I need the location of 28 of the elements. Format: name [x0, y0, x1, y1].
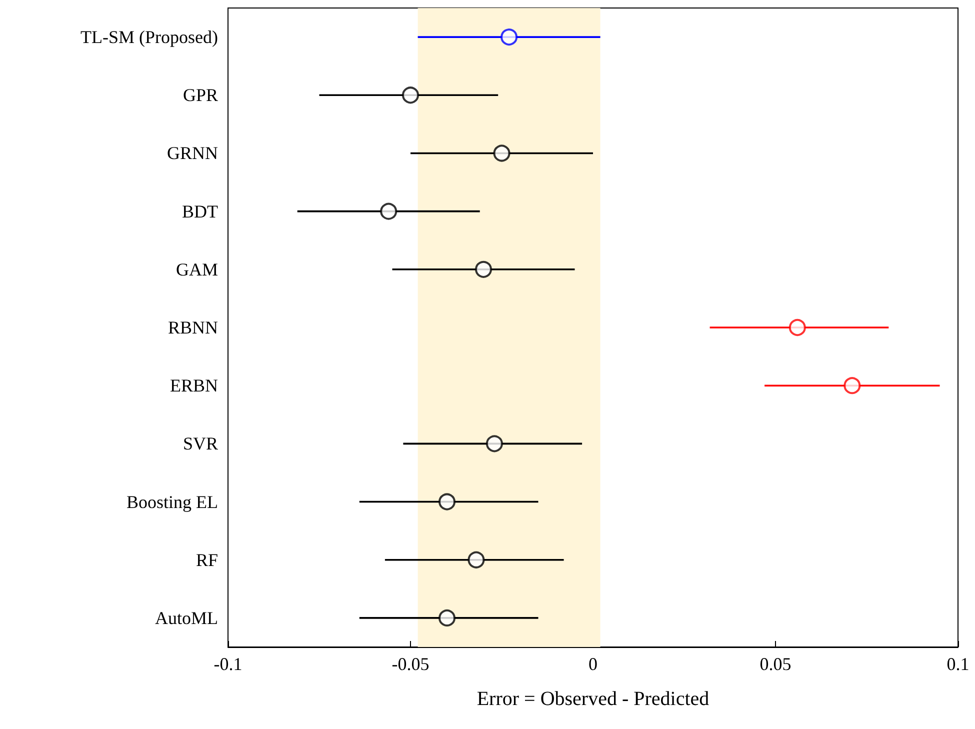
point	[493, 144, 510, 162]
y-tick-label: GAM	[176, 259, 218, 280]
y-tick-label: TL-SM (Proposed)	[80, 27, 218, 48]
point	[468, 551, 485, 568]
y-tick-label: BDT	[182, 201, 218, 222]
y-tick-label: ERBN	[170, 376, 218, 396]
x-tick-label: 0	[588, 654, 598, 674]
point	[438, 493, 456, 510]
x-tick-label: 0.1	[946, 654, 970, 674]
point	[486, 435, 503, 452]
y-tick-label: SVR	[182, 434, 218, 454]
point	[500, 28, 518, 46]
y-tick-label: AutoML	[155, 608, 218, 628]
point	[788, 319, 806, 336]
y-tick-label: GPR	[182, 85, 218, 106]
y-tick-label: RF	[196, 550, 218, 570]
point	[380, 202, 398, 220]
y-tick-label: GRNN	[166, 143, 218, 164]
point	[402, 86, 419, 104]
y-tick-label: Boosting EL	[126, 492, 218, 512]
y-tick-label: RBNN	[168, 318, 218, 338]
point	[438, 609, 456, 626]
point	[475, 260, 492, 278]
point	[844, 377, 861, 394]
x-axis-title: Error = Observed - Predicted	[476, 688, 710, 710]
x-tick-label: -0.05	[392, 654, 430, 674]
x-tick-label: 0.05	[760, 654, 792, 674]
x-tick-label: -0.1	[214, 654, 242, 674]
